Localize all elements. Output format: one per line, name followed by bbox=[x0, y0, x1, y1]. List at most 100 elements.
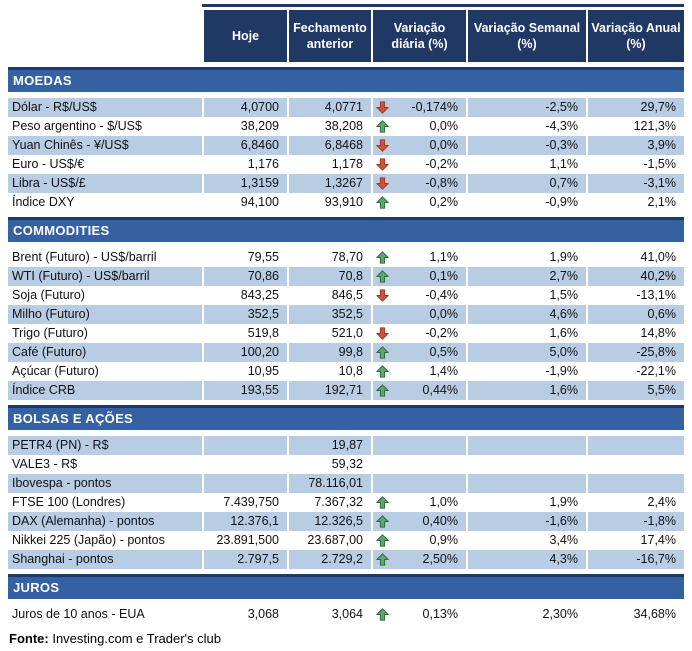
cell-variacao-semanal: 4,6% bbox=[466, 305, 586, 324]
cell-variacao-anual: 5,5% bbox=[586, 381, 684, 400]
cell-variacao-diaria bbox=[371, 455, 466, 474]
cell-variacao-diaria-value: 0,9% bbox=[429, 533, 459, 547]
cell-variacao-diaria-value: 0,0% bbox=[429, 307, 459, 321]
cell-variacao-diaria-value: 0,44% bbox=[422, 383, 458, 397]
up-arrow-icon bbox=[376, 251, 389, 264]
cell-hoje: 70,86 bbox=[202, 267, 287, 286]
cell-fechamento-anterior: 19,87 bbox=[287, 436, 371, 455]
cell-label: Trigo (Futuro) bbox=[12, 326, 88, 340]
cell-variacao-diaria-value: 0,5% bbox=[429, 345, 459, 359]
cell-variacao-semanal: 5,0% bbox=[466, 343, 586, 362]
cell-variacao-semanal: 3,4% bbox=[466, 531, 586, 550]
cell-fechamento-anterior: 4,0771 bbox=[287, 98, 371, 117]
cell-variacao-semanal: -0,3% bbox=[466, 136, 586, 155]
cell-hoje: 10,95 bbox=[202, 362, 287, 381]
cell-label: Euro - US$/€ bbox=[12, 157, 85, 171]
cell-variacao-anual: -1,8% bbox=[586, 512, 684, 531]
down-arrow-icon bbox=[376, 177, 389, 190]
cell-variacao-diaria: -0,174% bbox=[371, 98, 466, 117]
cell-hoje bbox=[202, 436, 287, 455]
cell-variacao-anual: 17,4% bbox=[586, 531, 684, 550]
cell-hoje: 6,8460 bbox=[202, 136, 287, 155]
cell-hoje bbox=[202, 455, 287, 474]
cell-fechamento-anterior: 23.687,00 bbox=[287, 531, 371, 550]
cell-variacao-diaria: 0,1% bbox=[371, 267, 466, 286]
down-arrow-icon bbox=[376, 327, 389, 340]
cell-variacao-semanal: -4,3% bbox=[466, 117, 586, 136]
cell-hoje: 23.891,500 bbox=[202, 531, 287, 550]
cell-variacao-diaria-value: 1,4% bbox=[429, 364, 459, 378]
cell-variacao-anual: 121,3% bbox=[586, 117, 684, 136]
cell-variacao-semanal: -1,6% bbox=[466, 512, 586, 531]
cell-variacao-diaria-value: -0,2% bbox=[425, 326, 458, 340]
cell-fechamento-anterior: 1,178 bbox=[287, 155, 371, 174]
cell-variacao-semanal bbox=[466, 474, 586, 493]
header-top-rule bbox=[202, 4, 684, 7]
cell-variacao-anual: -25,8% bbox=[586, 343, 684, 362]
cell-fechamento-anterior: 192,71 bbox=[287, 381, 371, 400]
section-rows-commodities: Brent (Futuro) - US$/barril 79,55 78,70 1,1… bbox=[0, 248, 692, 400]
table-row: Peso argentino - $/US$ 38,209 38,208 0,0% -4… bbox=[8, 117, 684, 136]
cell-fechamento-anterior: 6,8468 bbox=[287, 136, 371, 155]
cell-variacao-anual: -1,5% bbox=[586, 155, 684, 174]
cell-hoje: 38,209 bbox=[202, 117, 287, 136]
cell-variacao-diaria: 0,0% bbox=[371, 305, 466, 324]
cell-hoje: 2.797,5 bbox=[202, 550, 287, 569]
up-arrow-icon bbox=[376, 384, 389, 397]
cell-hoje: 79,55 bbox=[202, 248, 287, 267]
cell-variacao-semanal: -0,9% bbox=[466, 193, 586, 212]
cell-label: Juros de 10 anos - EUA bbox=[12, 607, 145, 621]
cell-fechamento-anterior: 3,064 bbox=[287, 605, 371, 624]
cell-variacao-diaria-value: 1,0% bbox=[429, 495, 459, 509]
cell-variacao-anual: 2,4% bbox=[586, 493, 684, 512]
cell-variacao-diaria bbox=[371, 474, 466, 493]
up-arrow-icon bbox=[376, 365, 389, 378]
up-arrow-icon bbox=[376, 553, 389, 566]
cell-variacao-diaria: 0,2% bbox=[371, 193, 466, 212]
table-row: Libra - US$/£ 1,3159 1,3267 -0,8% 0,7% -3,1% bbox=[8, 174, 684, 193]
cell-hoje: 1,3159 bbox=[202, 174, 287, 193]
cell-hoje: 193,55 bbox=[202, 381, 287, 400]
cell-variacao-anual: -13,1% bbox=[586, 286, 684, 305]
cell-variacao-diaria-value: 0,40% bbox=[422, 514, 458, 528]
table-row: Euro - US$/€ 1,176 1,178 -0,2% 1,1% -1,5% bbox=[8, 155, 684, 174]
cell-hoje: 100,20 bbox=[202, 343, 287, 362]
cell-label: Yuan Chinês - ¥/US$ bbox=[12, 138, 129, 152]
cell-label: WTI (Futuro) - US$/barril bbox=[12, 269, 150, 283]
cell-hoje: 843,25 bbox=[202, 286, 287, 305]
cell-label: PETR4 (PN) - R$ bbox=[12, 438, 109, 452]
table-row: Yuan Chinês - ¥/US$ 6,8460 6,8468 0,0% -0,3%… bbox=[8, 136, 684, 155]
up-arrow-icon bbox=[376, 608, 389, 621]
cell-fechamento-anterior: 7.367,32 bbox=[287, 493, 371, 512]
cell-hoje bbox=[202, 474, 287, 493]
cell-variacao-semanal: 0,7% bbox=[466, 174, 586, 193]
cell-label: Libra - US$/£ bbox=[12, 176, 86, 190]
cell-variacao-diaria-value: 0,2% bbox=[429, 195, 459, 209]
table-row: Nikkei 225 (Japão) - pontos 23.891,500 23.… bbox=[8, 531, 684, 550]
section-header-bolsas-e-acoes: BOLSAS E AÇÕES bbox=[8, 405, 684, 430]
table-row: WTI (Futuro) - US$/barril 70,86 70,8 0,1% 2,… bbox=[8, 267, 684, 286]
cell-variacao-diaria-value: -0,8% bbox=[425, 176, 458, 190]
cell-variacao-diaria: -0,8% bbox=[371, 174, 466, 193]
cell-variacao-semanal: 1,9% bbox=[466, 493, 586, 512]
cell-label: Índice DXY bbox=[12, 195, 75, 209]
section-bolsas-e-acoes: BOLSAS E AÇÕES PETR4 (PN) - R$ 19,87 VALE3… bbox=[0, 405, 692, 569]
section-rows-juros: Juros de 10 anos - EUA 3,068 3,064 0,13% 2,3… bbox=[0, 605, 692, 624]
cell-fechamento-anterior: 1,3267 bbox=[287, 174, 371, 193]
table-row: Índice DXY 94,100 93,910 0,2% -0,9% 2,1% bbox=[8, 193, 684, 212]
cell-label: Açúcar (Futuro) bbox=[12, 364, 99, 378]
table-row: Shanghai - pontos 2.797,5 2.729,2 2,50% 4,3%… bbox=[8, 550, 684, 569]
cell-fechamento-anterior: 352,5 bbox=[287, 305, 371, 324]
up-arrow-icon bbox=[376, 270, 389, 283]
cell-variacao-diaria: -0,2% bbox=[371, 155, 466, 174]
cell-variacao-anual: 29,7% bbox=[586, 98, 684, 117]
cell-hoje: 519,8 bbox=[202, 324, 287, 343]
cell-fechamento-anterior: 78.116,01 bbox=[287, 474, 371, 493]
cell-variacao-diaria-value: -0,174% bbox=[411, 100, 458, 114]
cell-variacao-anual: 34,68% bbox=[586, 605, 684, 624]
cell-variacao-anual: -3,1% bbox=[586, 174, 684, 193]
cell-fechamento-anterior: 521,0 bbox=[287, 324, 371, 343]
cell-hoje: 1,176 bbox=[202, 155, 287, 174]
cell-variacao-anual: 40,2% bbox=[586, 267, 684, 286]
cell-fechamento-anterior: 78,70 bbox=[287, 248, 371, 267]
